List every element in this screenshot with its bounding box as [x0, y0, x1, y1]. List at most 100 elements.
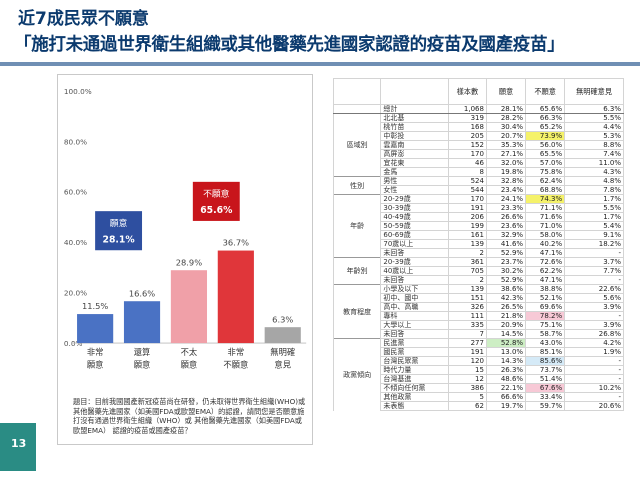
row-label: 時代力量 — [380, 365, 449, 375]
cell-na: 20.6% — [564, 401, 624, 411]
row-label: 女性 — [380, 185, 449, 195]
row-label: 40歲以上 — [380, 266, 449, 276]
row-label: 北北基 — [380, 113, 449, 123]
cell-no: 65.2% — [525, 122, 566, 132]
cell-na: - — [564, 275, 624, 285]
cell-na: 7.8% — [564, 185, 624, 195]
cell-n: 386 — [447, 383, 487, 393]
y-tick-label: 80.0% — [64, 137, 87, 146]
cell-yes: 30.2% — [485, 266, 527, 276]
bar — [264, 327, 301, 344]
cell-na: 6.3% — [564, 104, 624, 114]
cell-no: 57.0% — [525, 158, 566, 168]
row-label: 雲嘉南 — [380, 140, 449, 150]
chart-panel: 0.0% 20.0% 40.0% 60.0% 80.0% 100.0% 11.5% 非常 願意 1… — [57, 74, 313, 445]
row-label: 高屏澎 — [380, 149, 449, 159]
cell-no: 85.6% — [525, 356, 566, 366]
column-header: 願意 — [485, 78, 527, 105]
cell-na: 3.7% — [564, 257, 624, 267]
table-row: 其他政黨 5 66.6% 33.4% - — [334, 392, 624, 402]
cell-no: 74.3% — [525, 194, 566, 204]
cell-na: 4.4% — [564, 122, 624, 132]
cell-yes: 23.4% — [485, 185, 527, 195]
row-label: 60-69歲 — [380, 230, 449, 240]
y-tick-label: 0.0% — [64, 339, 83, 348]
cell-yes: 19.8% — [485, 167, 527, 177]
cell-yes: 28.1% — [485, 104, 527, 114]
cell-n: 139 — [447, 239, 487, 249]
table-row: 區域別 北北基 319 28.2% 66.3% 5.5% — [332, 113, 624, 177]
table-row: 政黨傾向 民進黨 277 52.8% 43.0% 4.2% — [332, 338, 624, 411]
cell-yes: 20.7% — [485, 131, 527, 141]
cell-no: 78.2% — [525, 311, 566, 321]
cell-na: - — [564, 248, 624, 258]
table-row: 教育程度 小學及以下 139 38.6% 38.8% 22.6% — [332, 284, 624, 339]
cell-yes: 23.3% — [485, 203, 527, 213]
cell-n: 335 — [447, 320, 487, 330]
cell-no: 85.1% — [525, 347, 566, 357]
cell-na: 9.1% — [564, 230, 624, 240]
row-label: 未表態 — [380, 401, 449, 411]
cell-n: 191 — [447, 203, 487, 213]
cell-na: 18.2% — [564, 239, 624, 249]
cell-no: 71.1% — [525, 203, 566, 213]
question-note: 題目：目前我國國產新冠疫苗尚在研發，仍未取得世界衛生組織(WHO)或其他醫藥先進… — [73, 397, 306, 435]
table-row: 未表態 62 19.7% 59.7% 20.6% — [334, 401, 624, 411]
cell-n: 544 — [447, 185, 487, 195]
cell-na: 7.7% — [564, 266, 624, 276]
category-label: 非常 — [228, 347, 245, 357]
cell-na: - — [564, 311, 624, 321]
cell-no: 67.6% — [525, 383, 566, 393]
bar-value-label: 36.7% — [223, 238, 249, 248]
category-label: 願意 — [134, 359, 151, 369]
header-spacer — [380, 78, 449, 105]
cell-n: 8 — [447, 167, 487, 177]
cell-na: 1.7% — [564, 194, 624, 204]
cell-no: 71.6% — [525, 212, 566, 222]
bar-value-label: 6.3% — [272, 314, 293, 324]
cell-no: 40.2% — [525, 239, 566, 249]
y-tick-label: 100.0% — [64, 87, 92, 96]
cell-no: 65.6% — [525, 104, 566, 114]
annotation-value: 28.1% — [103, 234, 135, 245]
annotation-box — [192, 181, 240, 221]
bar-value-label: 28.9% — [176, 257, 202, 267]
cell-yes: 48.6% — [485, 374, 527, 384]
row-label: 中彰投 — [380, 131, 449, 141]
row-label: 50-59歲 — [380, 221, 449, 231]
cell-na: - — [564, 356, 624, 366]
row-group-label: 年齡別 — [332, 257, 382, 285]
cell-yes: 23.6% — [485, 221, 527, 231]
row-label: 金馬 — [380, 167, 449, 177]
cell-yes: 52.9% — [485, 275, 527, 285]
cell-no: 72.6% — [525, 257, 566, 267]
row-label: 大學以上 — [380, 320, 449, 330]
table-row: 專科 111 21.8% 78.2% - — [334, 311, 624, 321]
table-row: 年齡別 20-39歲 361 23.7% 72.6% 3.7% — [332, 257, 624, 285]
row-label: 台灣基進 — [380, 374, 449, 384]
cell-yes: 52.9% — [485, 248, 527, 258]
cell-na: 4.3% — [564, 167, 624, 177]
table-row: 30-39歲 191 23.3% 71.1% 5.5% — [334, 203, 624, 213]
y-tick-label: 40.0% — [64, 238, 87, 247]
cell-na: - — [564, 365, 624, 375]
cell-n: 2 — [447, 275, 487, 285]
crosstab-table: 樣本數 願意 不願意 無明確意見 總計 1,068 28.1% 65.6% 6.3% 區域別 北北基… — [332, 78, 624, 411]
cell-yes: 21.8% — [485, 311, 527, 321]
cell-no: 71.0% — [525, 221, 566, 231]
row-label: 小學及以下 — [380, 284, 449, 294]
row-label: 宜花東 — [380, 158, 449, 168]
column-header: 樣本數 — [447, 78, 487, 105]
category-label: 願意 — [87, 359, 104, 369]
row-label: 高中、高職 — [380, 302, 449, 312]
cell-yes: 42.3% — [485, 293, 527, 303]
cell-no: 58.7% — [525, 329, 566, 339]
cell-yes: 13.0% — [485, 347, 527, 357]
cell-na: 26.8% — [564, 329, 624, 339]
cell-n: 111 — [447, 311, 487, 321]
cell-no: 43.0% — [525, 338, 566, 348]
row-group-label: 性別 — [332, 176, 382, 195]
row-group-label: 政黨傾向 — [332, 338, 382, 411]
row-group-cell — [332, 104, 382, 114]
cell-na: 4.2% — [564, 338, 624, 348]
